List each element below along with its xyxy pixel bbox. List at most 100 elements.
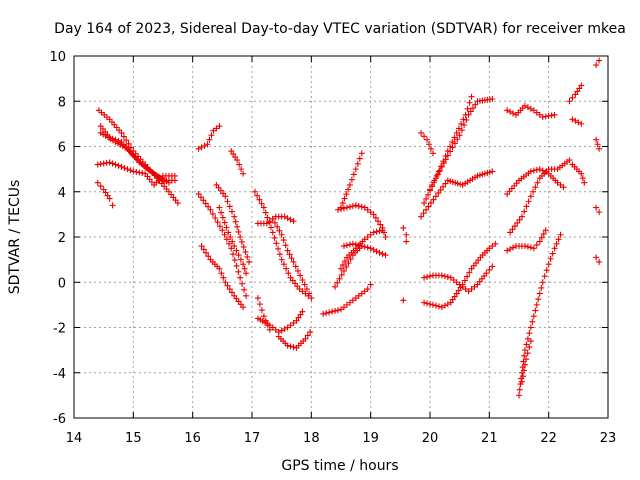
data-point <box>421 200 428 207</box>
data-point <box>566 157 573 164</box>
data-point <box>238 166 245 173</box>
data-point <box>436 167 443 174</box>
data-point <box>521 243 528 250</box>
data-point <box>222 279 229 286</box>
data-point <box>510 110 517 117</box>
y-axis-label: SDTVAR / TECUs <box>7 180 23 295</box>
data-point <box>251 188 258 195</box>
series-s32 <box>504 102 558 121</box>
data-point <box>271 234 278 241</box>
data-point <box>427 200 434 207</box>
data-point <box>516 392 522 399</box>
y-tick-label: 2 <box>58 231 66 246</box>
series-s38 <box>566 82 585 105</box>
data-point <box>421 133 428 140</box>
data-point <box>527 193 534 200</box>
data-point <box>219 227 226 234</box>
data-point <box>507 108 514 115</box>
data-point <box>235 268 242 275</box>
data-point <box>276 251 283 258</box>
data-point <box>346 181 353 188</box>
data-point <box>139 170 146 177</box>
x-tick-label: 22 <box>540 431 557 446</box>
data-point <box>427 186 433 193</box>
data-point <box>348 176 355 183</box>
data-point <box>489 263 496 270</box>
data-point <box>521 352 528 359</box>
data-point <box>426 141 433 148</box>
data-point <box>551 111 558 118</box>
series-s15 <box>275 329 314 351</box>
series-s34 <box>507 157 573 236</box>
data-point <box>511 223 518 230</box>
data-point <box>115 162 122 169</box>
series-s19 <box>338 150 365 211</box>
series-s29 <box>427 93 475 193</box>
data-point <box>94 161 101 168</box>
data-point <box>542 113 549 120</box>
data-point <box>237 274 244 281</box>
series-s27 <box>418 168 496 220</box>
data-point <box>200 197 207 204</box>
data-point <box>352 202 359 209</box>
data-point <box>356 155 363 162</box>
data-point <box>457 284 464 291</box>
data-point <box>527 324 534 331</box>
data-point <box>231 243 238 250</box>
data-point <box>280 237 287 244</box>
series-s10 <box>228 148 247 177</box>
series-s42 <box>593 136 603 152</box>
data-point <box>102 189 109 196</box>
data-point <box>569 94 576 101</box>
data-point <box>463 116 470 123</box>
data-point <box>593 62 600 69</box>
data-point <box>504 247 511 254</box>
data-point <box>470 105 477 112</box>
data-point <box>400 224 407 231</box>
data-point <box>376 249 383 256</box>
data-point <box>115 137 122 144</box>
x-tick-label: 15 <box>125 431 142 446</box>
data-point <box>201 142 208 149</box>
data-point <box>523 356 530 363</box>
data-point <box>240 261 247 268</box>
x-tick-label: 20 <box>422 431 439 446</box>
data-point <box>449 138 456 145</box>
data-point <box>238 238 245 245</box>
series-s26 <box>418 129 436 157</box>
data-point <box>593 254 600 261</box>
data-point <box>260 313 267 320</box>
data-point <box>269 215 276 222</box>
data-point <box>226 203 233 210</box>
data-point <box>242 248 249 255</box>
data-point <box>451 140 458 147</box>
data-point <box>527 105 534 112</box>
data-point <box>437 186 444 193</box>
data-point <box>228 148 235 155</box>
data-point <box>338 206 344 213</box>
data-point <box>545 112 552 119</box>
data-point <box>524 350 531 357</box>
data-point <box>574 88 581 95</box>
data-point <box>441 302 448 309</box>
data-point <box>536 238 543 245</box>
data-point <box>276 227 283 234</box>
data-point <box>594 141 601 148</box>
data-point <box>294 267 301 274</box>
series-s40 <box>569 161 588 186</box>
data-point <box>165 179 172 186</box>
data-point <box>343 191 350 198</box>
data-point <box>229 238 236 245</box>
data-point <box>464 105 471 112</box>
data-point <box>403 238 410 245</box>
y-tick-label: 8 <box>58 95 66 110</box>
data-point <box>429 150 436 157</box>
data-point <box>338 271 345 278</box>
data-point <box>527 168 534 175</box>
data-point <box>334 279 341 286</box>
x-tick-label: 18 <box>303 431 320 446</box>
data-point <box>421 274 428 281</box>
data-point <box>523 341 530 348</box>
y-tick-label: -2 <box>53 322 66 337</box>
